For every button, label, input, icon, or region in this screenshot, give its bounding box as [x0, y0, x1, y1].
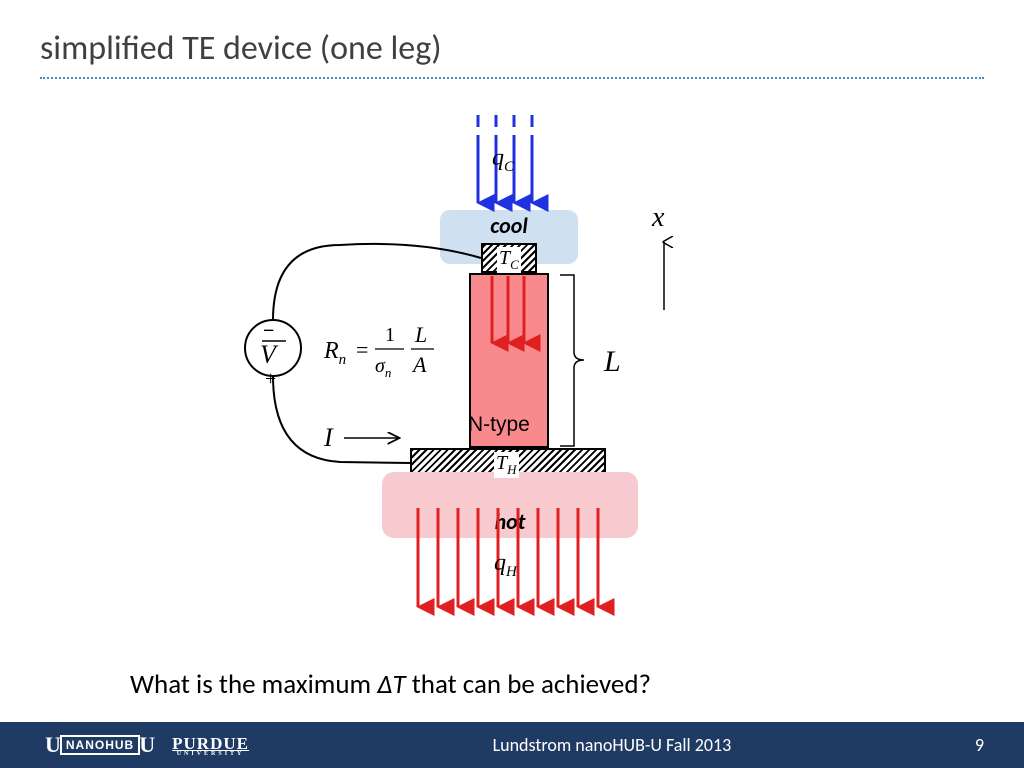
tc-label: TC [497, 247, 521, 273]
qc-arrows [478, 115, 532, 203]
slide-title: simplified TE device (one leg) [0, 0, 1024, 69]
svg-text:L: L [414, 322, 427, 347]
nanohub-logo: U NANOHUB U [46, 732, 154, 758]
purdue-logo: PURDUE UNIVERSITY [172, 734, 249, 757]
hot-reservoir: hot [382, 472, 638, 538]
footer-text: Lundstrom nanoHUB-U Fall 2013 [249, 734, 975, 756]
qc-label: qC [492, 145, 515, 175]
svg-text:=: = [356, 337, 368, 362]
question-text: What is the maximum ΔT that can be achie… [130, 668, 651, 701]
n-type-label: N-type [468, 413, 530, 437]
th-label: TH [494, 452, 519, 478]
svg-text:A: A [411, 352, 427, 377]
minus-sign: − [263, 320, 274, 342]
title-underline [40, 77, 984, 79]
V-label: V [260, 340, 279, 369]
svg-text:σn: σn [375, 355, 391, 380]
L-label: L [603, 345, 621, 378]
I-label: I [323, 423, 334, 452]
page-number: 9 [975, 734, 1024, 756]
svg-text:1: 1 [385, 324, 395, 346]
rn-equation: Rn = 1 σn L A [323, 322, 434, 380]
diagram: cool N-type hot TC TH [0, 90, 1024, 650]
x-label: x [651, 202, 665, 233]
svg-text:Rn: Rn [323, 338, 346, 368]
plus-sign: + [265, 368, 276, 390]
length-bracket [560, 275, 584, 446]
circuit [245, 244, 481, 463]
qh-label: qH [494, 550, 518, 580]
footer-bar: U NANOHUB U PURDUE UNIVERSITY Lundstrom … [0, 722, 1024, 768]
